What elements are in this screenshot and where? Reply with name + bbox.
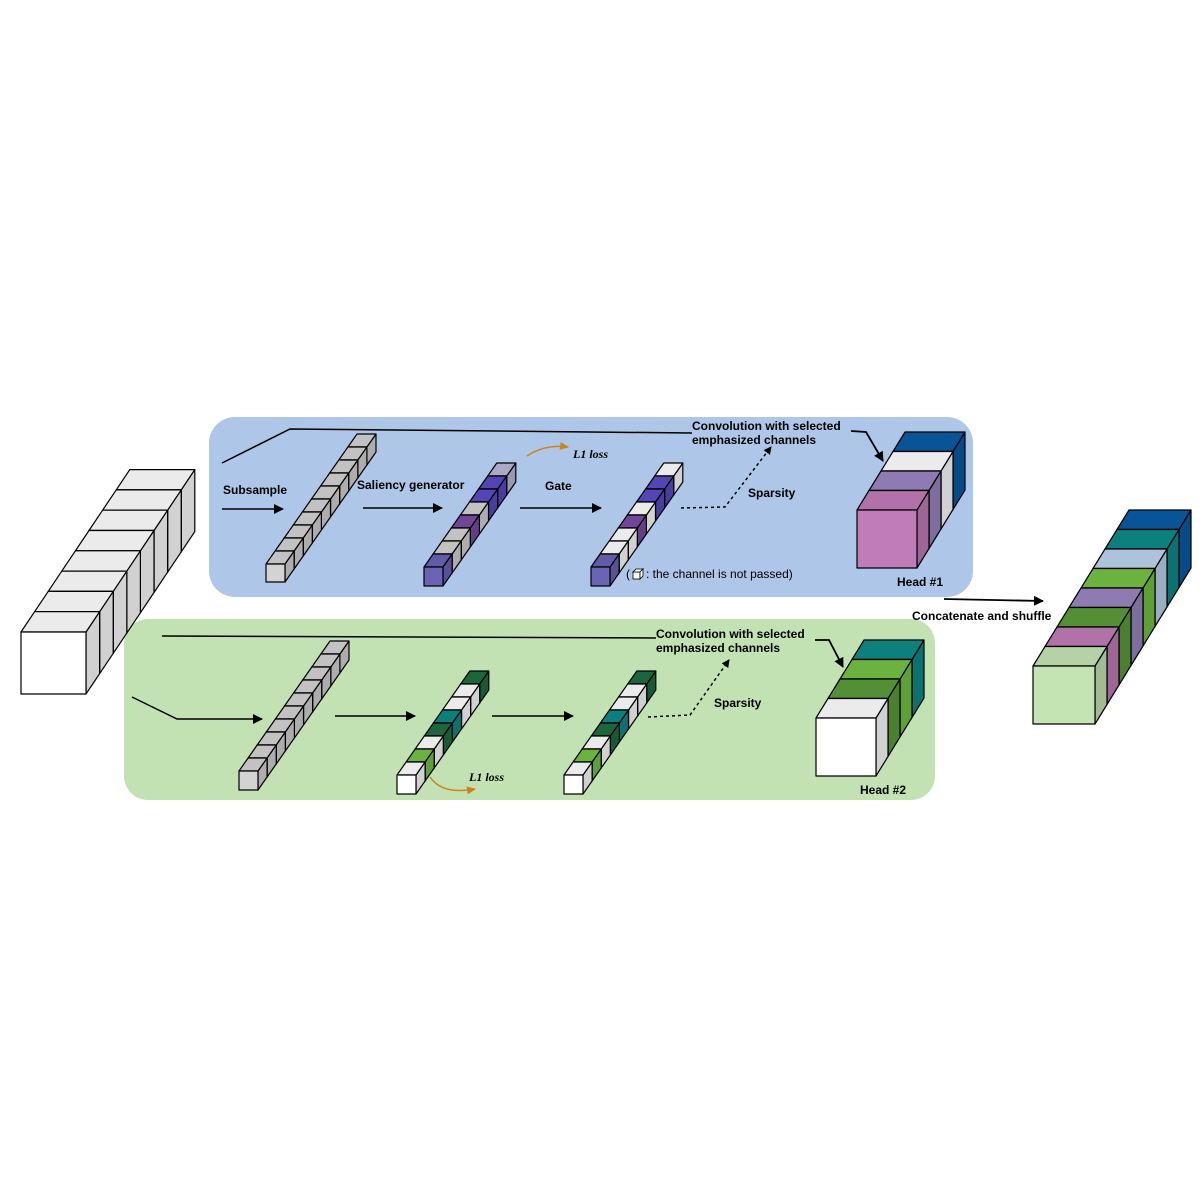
cube-top xyxy=(827,678,901,700)
h1-head-stack xyxy=(856,431,966,569)
h1-saliency-stack xyxy=(423,462,517,587)
connectors xyxy=(131,428,1044,795)
l1-loss-arrow-top xyxy=(526,442,569,457)
conv-bottom-label-line2: emphasized channels xyxy=(656,641,780,655)
head1-feed-line xyxy=(221,428,693,464)
cube-top xyxy=(61,550,141,572)
conv-bottom-label-line1: Convolution with selected xyxy=(656,627,805,641)
cube-top xyxy=(1116,509,1192,531)
conv-arrow-top xyxy=(850,430,884,462)
sparsity-top-label: Sparsity xyxy=(748,486,796,500)
output-stack xyxy=(1032,509,1192,725)
cube-cell xyxy=(423,553,453,587)
cube-cell xyxy=(238,757,268,791)
cube-top xyxy=(1032,645,1108,667)
legend-open-paren: ( xyxy=(626,567,630,581)
concat-arrow xyxy=(943,595,1044,606)
cube-cell xyxy=(815,697,889,777)
h2-subsample-stack xyxy=(238,640,350,791)
l1-loss-arrow-bottom xyxy=(429,776,476,795)
cube-top xyxy=(47,570,128,593)
cube-front xyxy=(856,509,918,569)
input-stack xyxy=(20,469,196,695)
legend-cube-icon xyxy=(632,568,644,580)
cube-top xyxy=(33,590,114,613)
cube-front xyxy=(238,770,259,791)
head2-input-line xyxy=(131,696,263,724)
cube-top xyxy=(1068,587,1144,609)
sparsity-bottom-label: Sparsity xyxy=(714,696,762,710)
cube-cell xyxy=(590,553,620,587)
head2-label: Head #2 xyxy=(860,783,906,797)
cube-top xyxy=(101,489,182,511)
cube-front xyxy=(423,566,444,587)
cube-top xyxy=(20,611,101,633)
cube-top xyxy=(1104,528,1180,550)
conv-top-label-line2: emphasized channels xyxy=(692,433,816,447)
concat-label: Concatenate and shuffle xyxy=(912,609,1052,623)
cube-top xyxy=(892,431,966,453)
cube-top xyxy=(851,639,925,661)
conv-arrow-bottom xyxy=(815,639,844,668)
subsample-label: Subsample xyxy=(223,483,287,497)
cube-front xyxy=(396,774,417,795)
head2-feed-line xyxy=(161,635,657,639)
cube-top xyxy=(74,529,155,552)
cube-top xyxy=(88,509,169,532)
cube-top xyxy=(856,489,930,511)
h2-gate-stack xyxy=(563,670,657,795)
h1-subsample-stack xyxy=(265,433,377,583)
cube-cell xyxy=(20,611,101,695)
cube-front xyxy=(20,631,87,695)
cube-cell xyxy=(265,550,295,583)
cube-top xyxy=(1056,606,1132,628)
conv-top-label-line1: Convolution with selected xyxy=(692,419,841,433)
head1-label: Head #1 xyxy=(897,575,943,589)
cube-top xyxy=(868,470,942,492)
gate-label: Gate xyxy=(545,479,572,493)
cube-cell xyxy=(396,761,426,795)
h1-gate-stack xyxy=(590,462,684,587)
cube-cell xyxy=(563,761,593,795)
cube-top xyxy=(815,697,889,719)
cube-front xyxy=(1032,665,1096,725)
cube-top xyxy=(1044,626,1120,648)
sparsity-arrow-bottom xyxy=(647,659,730,718)
cube-top xyxy=(115,469,196,491)
cube-top xyxy=(1080,567,1156,589)
h2-saliency-stack xyxy=(396,670,490,795)
l1-loss-top-label: L1 loss xyxy=(572,447,608,461)
cube-front xyxy=(815,717,877,777)
cube-top xyxy=(880,450,954,472)
head1-panel xyxy=(209,417,973,597)
cube-cell xyxy=(1032,645,1108,725)
stacks-layer xyxy=(20,431,1192,795)
cube-cell xyxy=(856,489,930,569)
h2-head-stack xyxy=(815,639,925,777)
cube-front xyxy=(563,774,584,795)
cube-front xyxy=(265,563,286,583)
l1-loss-bottom-label: L1 loss xyxy=(468,770,504,784)
legend-text: : the channel is not passed) xyxy=(646,567,793,581)
cube-top xyxy=(839,658,913,680)
saliency-generator-label: Saliency generator xyxy=(357,478,465,492)
sparsity-arrow-top xyxy=(680,446,772,509)
cube-front xyxy=(590,566,611,587)
cube-top xyxy=(1092,548,1168,570)
